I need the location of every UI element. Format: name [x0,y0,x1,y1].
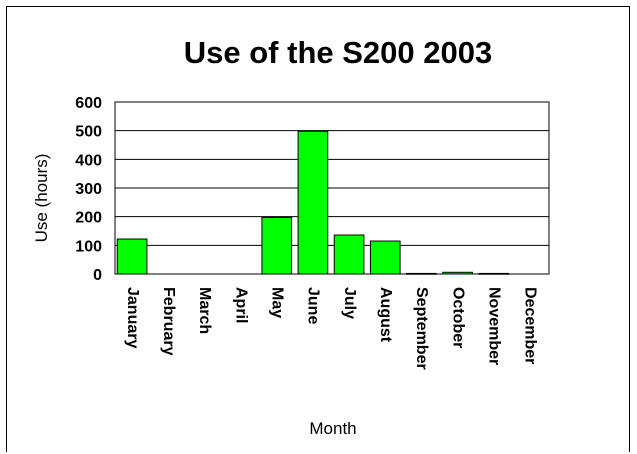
y-tick-label: 0 [93,267,102,284]
x-tick-label: October [449,287,466,348]
x-tick-labels: January February March April May June July Augu… [124,287,539,370]
bar-june [297,130,329,275]
y-axis-title: Use (hours) [32,154,51,243]
x-tick-label: May [269,287,286,318]
y-tick-label: 300 [75,181,102,198]
x-tick-label: August [377,287,394,343]
y-tick-labels: 0 100 200 300 400 500 600 [75,95,102,284]
x-tick-label: November [486,287,503,365]
y-tick-label: 600 [75,95,102,112]
x-tick-label: December [522,287,539,364]
bars [116,130,510,275]
bar-august [369,240,401,275]
x-tick-label: April [232,287,249,323]
plot-border [114,101,550,275]
x-tick-label: September [413,287,430,370]
x-tick-label: June [305,287,322,324]
y-tick-label: 100 [75,238,102,255]
bar-may [261,217,293,275]
chart-frame [6,6,630,452]
y-tick-label: 400 [75,152,102,169]
chart-title: Use of the S200 2003 [184,35,492,70]
x-axis-title: Month [309,419,356,438]
y-tick-label: 500 [75,124,102,141]
x-tick-label: January [124,287,141,348]
x-tick-label: March [196,287,213,334]
bar-january [116,238,148,275]
y-tick-label: 200 [75,210,102,227]
x-tick-label: July [341,287,358,319]
gridlines [115,101,549,275]
bar-july [333,234,365,275]
x-tick-label: February [160,287,177,356]
